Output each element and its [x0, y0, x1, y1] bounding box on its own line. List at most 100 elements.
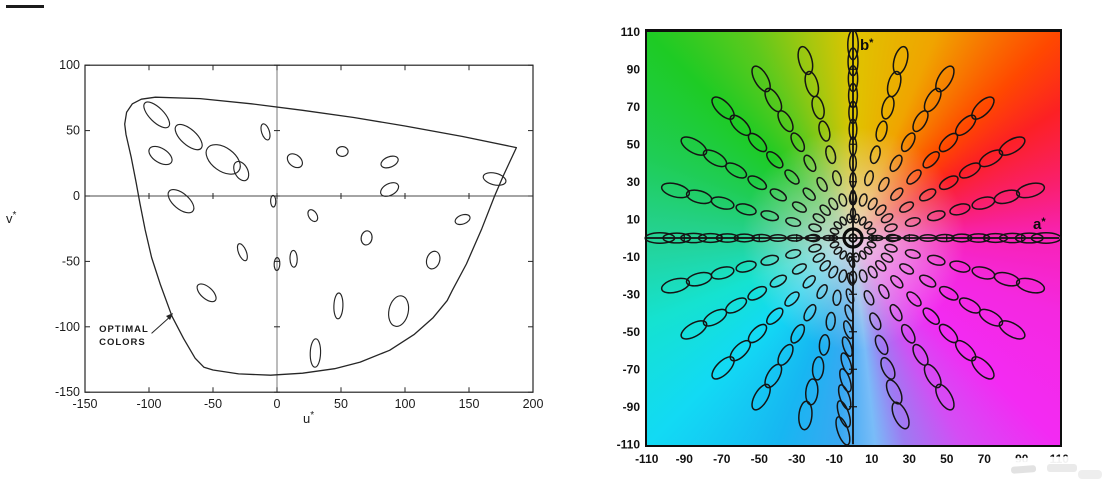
- discrimination-ellipse: [1030, 232, 1062, 244]
- discrimination-ellipse: [751, 383, 771, 411]
- discrimination-ellipse: [849, 189, 857, 204]
- cieluv-plot-svg: -150 -100 -50 0 50 100 150 200 100 50 0 -50 -100 -150…: [6, 58, 544, 426]
- discrimination-ellipse: [847, 29, 859, 61]
- discrimination-ellipse: [760, 254, 780, 266]
- discrimination-ellipse: [881, 95, 895, 120]
- discrimination-ellipse: [982, 232, 1009, 244]
- discrimination-ellipse: [867, 197, 878, 211]
- discrimination-ellipse: [838, 269, 848, 283]
- discrimination-ellipse: [764, 87, 783, 113]
- discrimination-ellipse: [848, 191, 858, 206]
- discrimination-ellipse: [891, 401, 910, 430]
- discrimination-ellipse: [846, 272, 855, 287]
- discrimination-ellipse: [971, 196, 996, 210]
- discrimination-ellipse: [858, 250, 867, 260]
- x-tick-label: -90: [676, 452, 694, 466]
- macadam-ellipse: [388, 295, 410, 327]
- discrimination-ellipse: [889, 154, 903, 173]
- discrimination-ellipse: [680, 136, 708, 156]
- scan-artifact-bar: [6, 5, 44, 8]
- discrimination-ellipse: [839, 250, 848, 260]
- discrimination-ellipse: [899, 201, 915, 213]
- y-tick-label: -150: [55, 385, 80, 399]
- discrimination-ellipse: [802, 275, 816, 289]
- discrimination-ellipse: [840, 352, 853, 375]
- discrimination-ellipse: [811, 356, 825, 381]
- x-tick-label: -110: [635, 452, 659, 466]
- macadam-ellipse: [273, 256, 281, 272]
- discrimination-ellipse: [890, 187, 904, 201]
- discrimination-ellipse: [978, 149, 1004, 168]
- discrimination-ellipse: [950, 233, 973, 243]
- y-tick-label: 100: [59, 58, 80, 72]
- discrimination-ellipse: [892, 45, 909, 76]
- discrimination-ellipse: [875, 120, 888, 142]
- macadam-ellipse: [333, 292, 344, 320]
- discrimination-ellipse: [818, 333, 831, 356]
- discrimination-ellipse: [835, 416, 851, 446]
- discrimination-ellipse: [760, 210, 780, 222]
- discrimination-ellipse: [874, 334, 889, 356]
- y-tick-label: 10: [627, 212, 641, 226]
- discrimination-ellipse: [1014, 232, 1044, 244]
- discrimination-ellipse: [685, 189, 713, 205]
- macadam-ellipse: [148, 145, 173, 166]
- discrimination-ellipse: [884, 243, 898, 253]
- macadam-ellipse: [309, 338, 322, 368]
- discrimination-ellipse: [867, 265, 878, 279]
- macadam-ellipse: [454, 213, 471, 226]
- macadam-ellipse: [335, 146, 349, 157]
- macadam-ellipse: [380, 155, 399, 169]
- discrimination-ellipse: [978, 308, 1004, 327]
- discrimination-ellipse: [966, 233, 991, 243]
- y-tick-label: -50: [62, 254, 80, 268]
- discrimination-ellipse: [697, 232, 724, 244]
- discrimination-ellipse: [993, 189, 1021, 205]
- discrimination-ellipse: [904, 216, 921, 228]
- discrimination-ellipse: [644, 232, 676, 244]
- discrimination-ellipse: [1015, 277, 1046, 294]
- discrimination-ellipse: [702, 308, 728, 327]
- discrimination-ellipse: [790, 132, 806, 153]
- discrimination-ellipse: [998, 320, 1026, 340]
- discrimination-ellipse: [804, 70, 820, 98]
- discrimination-ellipse: [729, 114, 752, 137]
- discrimination-ellipse: [829, 241, 840, 249]
- discrimination-ellipse: [938, 285, 959, 301]
- discrimination-ellipse: [869, 145, 881, 165]
- discrimination-ellipse: [808, 243, 822, 253]
- discrimination-ellipse: [812, 213, 826, 224]
- discrimination-ellipse: [848, 118, 858, 141]
- discrimination-ellipse: [798, 400, 813, 431]
- discrimination-ellipse: [825, 311, 836, 331]
- macadam-ellipse: [260, 123, 271, 141]
- discrimination-ellipse: [863, 221, 873, 230]
- y-tick-label: 90: [627, 62, 641, 76]
- discrimination-ellipse: [848, 100, 858, 125]
- discrimination-ellipse: [791, 201, 807, 213]
- discrimination-ellipse: [679, 232, 708, 244]
- discrimination-ellipse: [906, 291, 922, 307]
- macadam-ellipse: [270, 194, 277, 208]
- discrimination-ellipse: [766, 151, 784, 169]
- discrimination-ellipse: [926, 254, 946, 266]
- x-axis-label: u*: [303, 410, 314, 426]
- x-tick-label: 200: [523, 397, 544, 411]
- discrimination-ellipse: [869, 312, 882, 331]
- discrimination-ellipse: [837, 384, 852, 411]
- discrimination-ellipse: [831, 170, 843, 187]
- discrimination-ellipse: [849, 207, 857, 220]
- discrimination-ellipse: [828, 197, 839, 211]
- discrimination-ellipse: [884, 223, 898, 233]
- discrimination-ellipse: [918, 188, 937, 202]
- discrimination-ellipse: [710, 196, 735, 210]
- discrimination-ellipse: [822, 234, 835, 242]
- discrimination-ellipse: [841, 336, 853, 357]
- discrimination-ellipse: [836, 400, 852, 428]
- discrimination-ellipse: [819, 260, 831, 272]
- discrimination-ellipse: [844, 304, 854, 322]
- x-tick-label: 100: [395, 397, 416, 411]
- y-tick-label: -30: [623, 287, 641, 301]
- macadam-ellipse: [307, 209, 319, 223]
- discrimination-ellipse: [871, 234, 884, 242]
